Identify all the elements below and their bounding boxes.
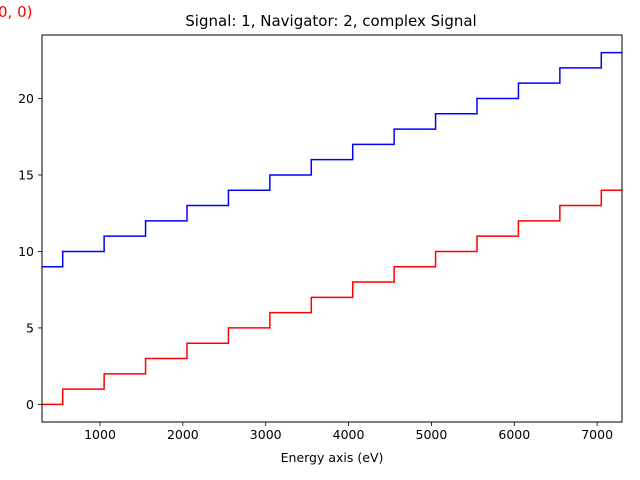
series-line-1: [42, 51, 622, 268]
corner-label: 0, 0): [0, 3, 32, 21]
x-axis-label: Energy axis (eV): [281, 450, 384, 465]
x-tick-label: 7000: [581, 427, 613, 442]
chart-title: Signal: 1, Navigator: 2, complex Signal: [185, 12, 476, 30]
series-layer: [42, 51, 622, 406]
x-tick-label: 1000: [84, 427, 116, 442]
y-tick-label: 0: [26, 397, 34, 412]
y-tick-label: 10: [18, 244, 34, 259]
y-tick-label: 15: [18, 167, 34, 182]
x-tick-label: 4000: [333, 427, 365, 442]
axes-frame: [41, 34, 623, 423]
y-tick-label: 20: [18, 91, 34, 106]
y-tick-label: 5: [26, 320, 34, 335]
series-line-2: [42, 189, 622, 406]
x-tick-label: 5000: [416, 427, 448, 442]
x-tick-label: 6000: [498, 427, 530, 442]
ticks-layer: 1000 2000 3000 4000 5000 6000 7000 0 5 10 15 20: [18, 91, 613, 442]
x-tick-label: 2000: [167, 427, 199, 442]
x-tick-label: 3000: [250, 427, 282, 442]
